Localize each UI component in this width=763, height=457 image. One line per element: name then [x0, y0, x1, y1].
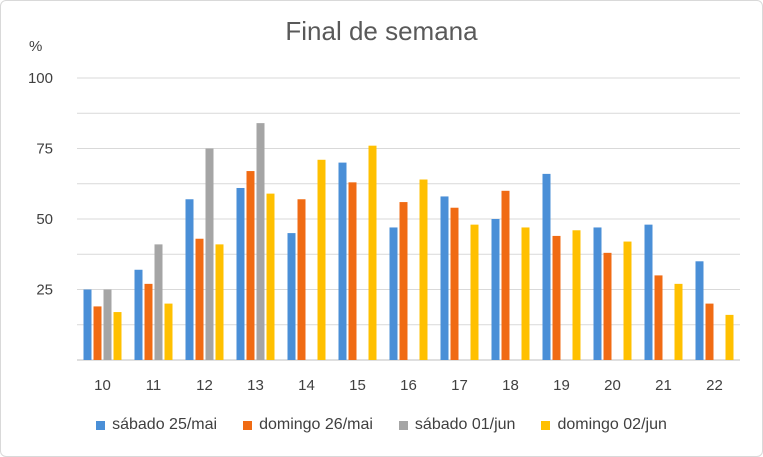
bar: [368, 145, 377, 360]
bar: [246, 171, 255, 360]
bar: [93, 306, 102, 360]
bar: [164, 303, 173, 360]
legend-item: sábado 25/mai: [96, 416, 217, 434]
bar: [144, 283, 153, 360]
x-tick-label: 18: [502, 377, 519, 394]
bar: [389, 227, 398, 360]
x-tick-label: 17: [451, 377, 468, 394]
bar: [705, 303, 714, 360]
bar: [215, 244, 224, 360]
legend-label: sábado 25/mai: [112, 416, 218, 433]
bar: [470, 224, 479, 360]
y-tick-label: 50: [36, 211, 53, 228]
bar: [654, 275, 663, 360]
y-tick-label: 100: [28, 70, 53, 87]
bar: [266, 193, 275, 360]
bar: [103, 289, 112, 360]
bar: [338, 162, 347, 360]
legend-label: domingo 26/mai: [259, 416, 373, 433]
legend-item: domingo 26/mai: [243, 416, 373, 434]
bar: [450, 207, 459, 360]
bar: [644, 224, 653, 360]
x-tick-label: 11: [146, 377, 162, 394]
bar: [501, 190, 510, 360]
y-tick-label: 25: [36, 282, 53, 299]
bar: [552, 235, 561, 360]
bar: [317, 159, 326, 360]
x-tick-label: 16: [400, 377, 417, 394]
bar: [695, 261, 704, 360]
bar: [256, 123, 265, 361]
legend-swatch: [243, 420, 253, 430]
x-tick-label: 13: [247, 377, 264, 394]
legend-swatch: [398, 420, 408, 430]
bar: [440, 196, 449, 360]
bar: [83, 289, 92, 360]
legend-swatch: [541, 420, 551, 430]
bar: [134, 269, 143, 360]
x-tick-label: 21: [655, 377, 672, 394]
bar: [154, 244, 163, 360]
bar: [287, 233, 296, 360]
x-tick-label: 10: [94, 377, 111, 394]
bar: [572, 230, 581, 360]
bar: [185, 199, 194, 360]
chart-legend: sábado 25/mai domingo 26/mai sábado 01/jun…: [0, 416, 763, 434]
chart-title: Final de semana: [285, 16, 478, 46]
y-axis-unit-label: %: [29, 38, 43, 55]
bar: [236, 187, 245, 360]
bar: [195, 238, 204, 360]
bar: [491, 219, 500, 360]
x-tick-label: 20: [604, 377, 621, 394]
bar: [725, 314, 734, 360]
bar: [623, 241, 632, 360]
bar: [603, 252, 612, 360]
bar: [348, 182, 357, 360]
x-tick-label: 22: [706, 377, 723, 394]
bar: [419, 179, 428, 360]
x-tick-label: 14: [298, 377, 315, 394]
legend-item: domingo 02/jun: [541, 416, 667, 434]
x-tick-label: 19: [553, 377, 570, 394]
bar: [674, 283, 683, 360]
legend-swatch: [96, 420, 106, 430]
bar: [521, 227, 530, 360]
x-tick-label: 12: [196, 377, 213, 394]
bar: [593, 227, 602, 360]
bar: [205, 148, 214, 360]
legend-label: sábado 01/jun: [414, 416, 516, 433]
legend-item: sábado 01/jun: [398, 416, 516, 434]
bar: [542, 173, 551, 360]
bar: [399, 202, 408, 360]
bar: [297, 199, 306, 360]
bar: [113, 312, 122, 360]
y-tick-label: 75: [36, 141, 53, 158]
x-tick-label: 15: [349, 377, 366, 394]
legend-label: domingo 02/jun: [557, 416, 667, 433]
